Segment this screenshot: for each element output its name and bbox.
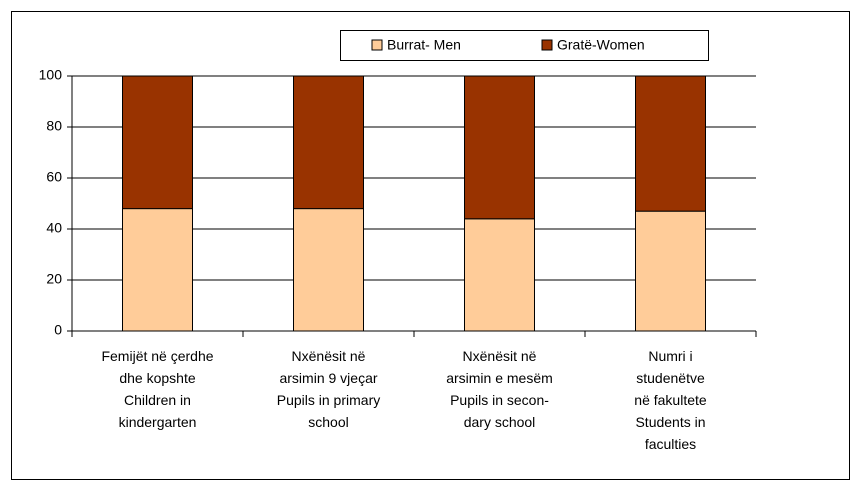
legend-label: Gratë-Women [557, 37, 645, 53]
x-tick-label: Numri i studenëtve në fakultete Students in… [634, 348, 707, 452]
y-tick-label: 80 [46, 118, 62, 134]
y-tick-label: 40 [46, 220, 62, 236]
y-tick-label: 100 [39, 67, 63, 83]
bar-segment [635, 210, 706, 332]
bar-segment [122, 75, 193, 210]
legend-swatch [541, 39, 553, 51]
legend-box [340, 30, 709, 61]
bar-segment [635, 75, 706, 212]
bar-segment [293, 75, 364, 210]
y-tick-label: 20 [46, 271, 62, 287]
legend-swatch [371, 39, 383, 51]
x-tick-label: Femijët në çerdhe dhe kopshte Children in k… [101, 348, 213, 430]
legend-label: Burrat- Men [387, 37, 461, 53]
bar-segment [464, 75, 535, 220]
x-tick-label: Nxënësit në arsimin e mesëm Pupils in seco… [446, 348, 553, 430]
bar-segment [464, 218, 535, 332]
y-tick-label: 0 [54, 322, 62, 338]
x-tick-label: Nxënësit në arsimin 9 vjeçar Pupils in pri… [277, 348, 380, 430]
bar-segment [293, 208, 364, 332]
bar-segment [122, 208, 193, 332]
y-tick-label: 60 [46, 169, 62, 185]
